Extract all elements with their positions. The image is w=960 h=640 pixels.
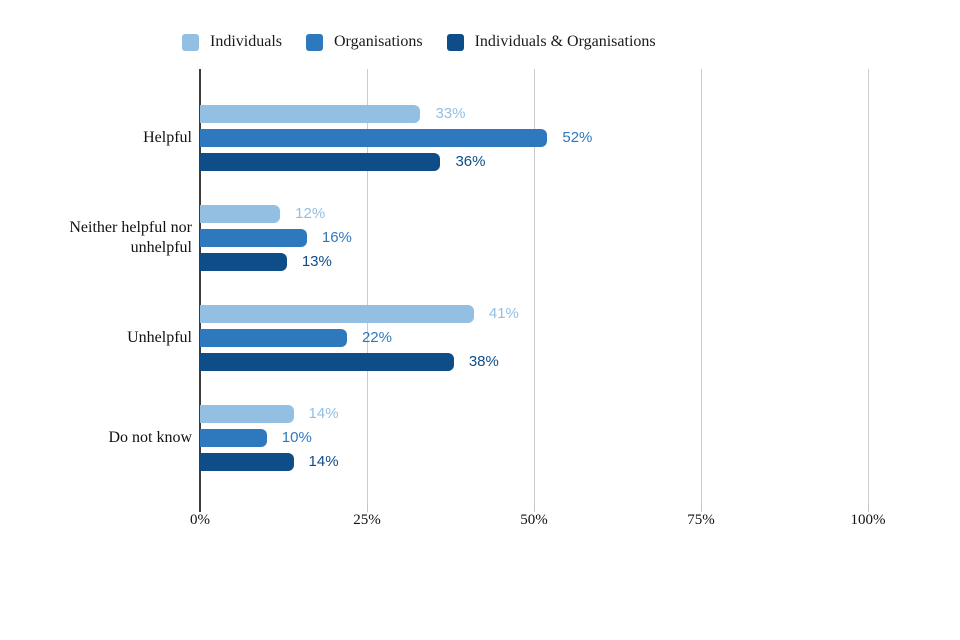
axis-tick xyxy=(534,505,535,512)
bar xyxy=(200,453,294,471)
y-axis-line xyxy=(199,69,201,512)
value-label: 38% xyxy=(468,353,499,370)
value-label: 36% xyxy=(455,153,486,170)
legend-item-organisations: Organisations xyxy=(306,33,423,51)
value-label: 13% xyxy=(301,253,332,270)
bar xyxy=(200,229,307,247)
value-label: 14% xyxy=(308,453,339,470)
bar xyxy=(200,153,441,171)
gridline xyxy=(534,69,535,505)
legend-swatch-organisations xyxy=(306,33,323,51)
axis-tick xyxy=(701,505,702,512)
bar xyxy=(200,405,294,423)
gridline xyxy=(701,69,702,505)
value-label: 16% xyxy=(321,229,352,246)
bar xyxy=(200,353,454,371)
legend-swatch-individuals-and-organisations xyxy=(446,33,464,51)
x-axis-tick-label: 0% xyxy=(190,512,210,528)
legend-item-individuals-and-organisations: Individuals & Organisations xyxy=(446,33,656,51)
bar xyxy=(200,253,287,271)
value-label: 12% xyxy=(295,205,326,222)
value-label: 52% xyxy=(562,129,593,146)
bar xyxy=(200,429,267,447)
x-axis-tick-label: 75% xyxy=(687,512,715,528)
legend: Individuals Organisations Individuals & … xyxy=(182,33,656,51)
x-axis-tick-label: 100% xyxy=(850,512,886,528)
value-label: 22% xyxy=(361,329,392,346)
gridline xyxy=(868,69,869,505)
bar xyxy=(200,129,548,147)
legend-label: Individuals xyxy=(210,33,282,50)
value-label: 10% xyxy=(281,429,312,446)
category-label: Neither helpful nor unhelpful xyxy=(69,219,192,256)
gridline xyxy=(367,69,368,505)
plot-area: 0% 25% 50% 75% 100% 33% 52% 36% 12% 16% 13% 41% 22% 3… xyxy=(190,69,886,528)
value-label: 14% xyxy=(308,405,339,422)
bar xyxy=(200,205,281,223)
axis-tick xyxy=(868,505,869,512)
axis-tick xyxy=(367,505,368,512)
bar xyxy=(200,329,347,347)
category-label: Unhelpful xyxy=(127,329,192,346)
legend-label: Organisations xyxy=(334,33,423,50)
value-label: 33% xyxy=(435,105,466,122)
legend-swatch-individuals xyxy=(182,33,199,51)
x-axis-tick-label: 50% xyxy=(520,512,548,528)
x-axis-tick-label: 25% xyxy=(353,512,381,528)
legend-label: Individuals & Organisations xyxy=(474,33,656,50)
category-label: Helpful xyxy=(143,129,192,146)
bar xyxy=(200,305,474,323)
category-label: Do not know xyxy=(108,429,192,446)
value-label: 41% xyxy=(488,305,519,322)
legend-item-individuals: Individuals xyxy=(182,33,282,51)
bar xyxy=(200,105,421,123)
